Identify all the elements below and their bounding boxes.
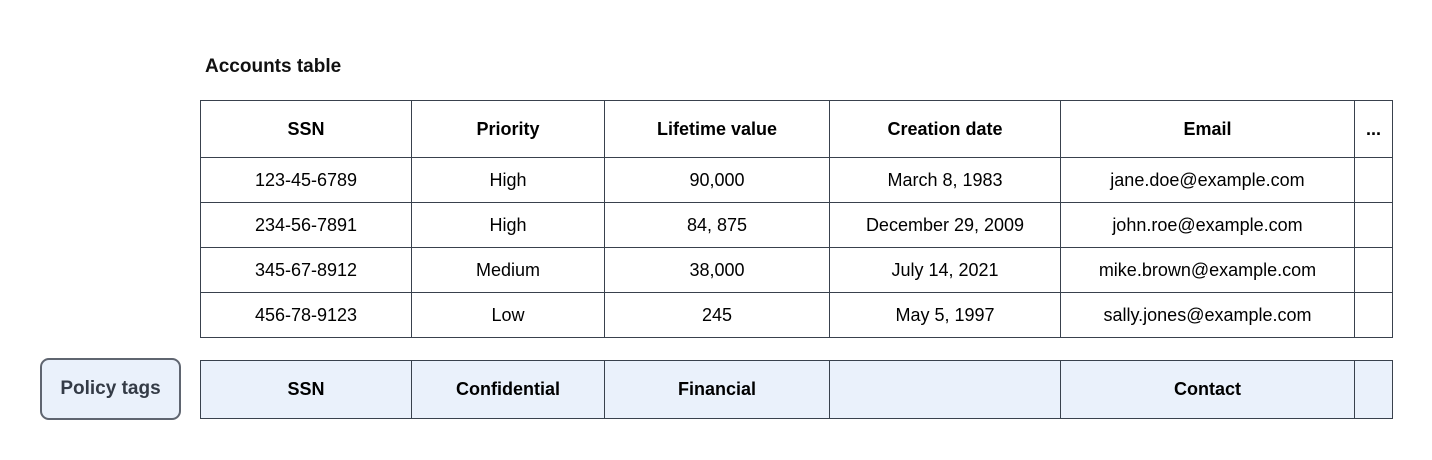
table-row: 345-67-8912 Medium 38,000 July 14, 2021 …	[200, 247, 1393, 293]
cell-priority: High	[411, 157, 605, 203]
cell-more	[1354, 247, 1393, 293]
policy-tag-ssn[interactable]: SSN	[200, 360, 412, 419]
cell-priority: Low	[411, 292, 605, 338]
table-row: 123-45-6789 High 90,000 March 8, 1983 ja…	[200, 157, 1393, 203]
column-header-ssn: SSN	[200, 100, 412, 158]
cell-priority: High	[411, 202, 605, 248]
table-row: 234-56-7891 High 84, 875 December 29, 20…	[200, 202, 1393, 248]
accounts-table-title: Accounts table	[205, 56, 342, 77]
column-header-lifetime-value: Lifetime value	[604, 100, 830, 158]
cell-email: jane.doe@example.com	[1060, 157, 1355, 203]
cell-lifetime-value: 38,000	[604, 247, 830, 293]
cell-ssn: 456-78-9123	[200, 292, 412, 338]
policy-tag-contact[interactable]: Contact	[1060, 360, 1355, 419]
cell-creation-date: December 29, 2009	[829, 202, 1061, 248]
cell-lifetime-value: 245	[604, 292, 830, 338]
cell-creation-date: May 5, 1997	[829, 292, 1061, 338]
policy-tags-row: SSN Confidential Financial Contact	[200, 360, 1393, 419]
cell-email: mike.brown@example.com	[1060, 247, 1355, 293]
cell-ssn: 234-56-7891	[200, 202, 412, 248]
cell-lifetime-value: 90,000	[604, 157, 830, 203]
accounts-table: SSN Priority Lifetime value Creation dat…	[200, 100, 1393, 338]
cell-creation-date: March 8, 1983	[829, 157, 1061, 203]
policy-tag-empty	[829, 360, 1061, 419]
policy-tag-confidential[interactable]: Confidential	[411, 360, 605, 419]
cell-email: sally.jones@example.com	[1060, 292, 1355, 338]
policy-tags-button[interactable]: Policy tags	[40, 358, 181, 420]
cell-ssn: 345-67-8912	[200, 247, 412, 293]
cell-more	[1354, 202, 1393, 248]
table-row: 456-78-9123 Low 245 May 5, 1997 sally.jo…	[200, 292, 1393, 338]
cell-more	[1354, 292, 1393, 338]
cell-email: john.roe@example.com	[1060, 202, 1355, 248]
cell-priority: Medium	[411, 247, 605, 293]
policy-tag-financial[interactable]: Financial	[604, 360, 830, 419]
policy-tag-empty-more	[1354, 360, 1393, 419]
column-header-email: Email	[1060, 100, 1355, 158]
column-header-creation-date: Creation date	[829, 100, 1061, 158]
cell-more	[1354, 157, 1393, 203]
column-header-more: ...	[1354, 100, 1393, 158]
cell-ssn: 123-45-6789	[200, 157, 412, 203]
column-header-priority: Priority	[411, 100, 605, 158]
accounts-header-row: SSN Priority Lifetime value Creation dat…	[200, 100, 1393, 158]
cell-lifetime-value: 84, 875	[604, 202, 830, 248]
cell-creation-date: July 14, 2021	[829, 247, 1061, 293]
